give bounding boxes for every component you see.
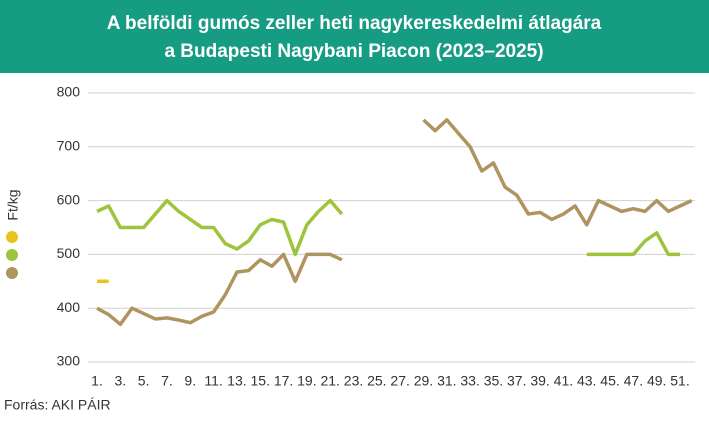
legend-marker <box>6 231 18 243</box>
x-tick-label: 45. <box>600 373 619 389</box>
series-line <box>96 198 680 257</box>
x-tick-label: 43. <box>577 373 596 389</box>
x-tick-label: 19. <box>297 373 316 389</box>
x-tick-label: 49. <box>647 373 666 389</box>
x-tick-label: 5. <box>138 373 150 389</box>
x-tick-label: 41. <box>554 373 573 389</box>
x-tick-label: 23. <box>344 373 363 389</box>
x-tick-label: 29. <box>414 373 433 389</box>
x-tick-label: 15. <box>251 373 270 389</box>
x-tick-label: 25. <box>367 373 386 389</box>
y-tick-label: 700 <box>57 138 81 154</box>
legend-marker <box>6 267 18 279</box>
title-bar <box>0 0 709 73</box>
x-tick-label: 39. <box>530 373 549 389</box>
y-tick-label: 400 <box>57 299 81 315</box>
chart-title: a Budapesti Nagybani Piacon (2023–2025) <box>164 41 543 62</box>
x-tick-label: 1. <box>91 373 103 389</box>
y-tick-label: 300 <box>57 353 81 369</box>
series-line <box>96 118 693 327</box>
y-tick-label: 800 <box>57 84 81 100</box>
legend-marker <box>6 249 18 261</box>
x-tick-label: 9. <box>184 373 196 389</box>
x-tick-label: 13. <box>227 373 246 389</box>
x-tick-label: 3. <box>114 373 126 389</box>
x-tick-label: 51. <box>670 373 689 389</box>
y-tick-label: 600 <box>57 191 81 207</box>
x-tick-label: 47. <box>624 373 643 389</box>
x-tick-label: 27. <box>390 373 409 389</box>
source: Forrás: AKI PÁIR <box>4 397 111 413</box>
y-axis-label: Ft/kg <box>5 189 21 220</box>
x-tick-label: 37. <box>507 373 526 389</box>
y-tick-label: 500 <box>57 245 81 261</box>
x-tick-label: 21. <box>320 373 339 389</box>
x-tick-label: 17. <box>274 373 293 389</box>
chart-title: A belföldi gumós zeller heti nagykereske… <box>107 13 602 34</box>
x-tick-label: 33. <box>460 373 479 389</box>
x-tick-label: 35. <box>484 373 503 389</box>
x-tick-label: 7. <box>161 373 173 389</box>
x-tick-label: 31. <box>437 373 456 389</box>
x-tick-label: 11. <box>204 373 222 389</box>
